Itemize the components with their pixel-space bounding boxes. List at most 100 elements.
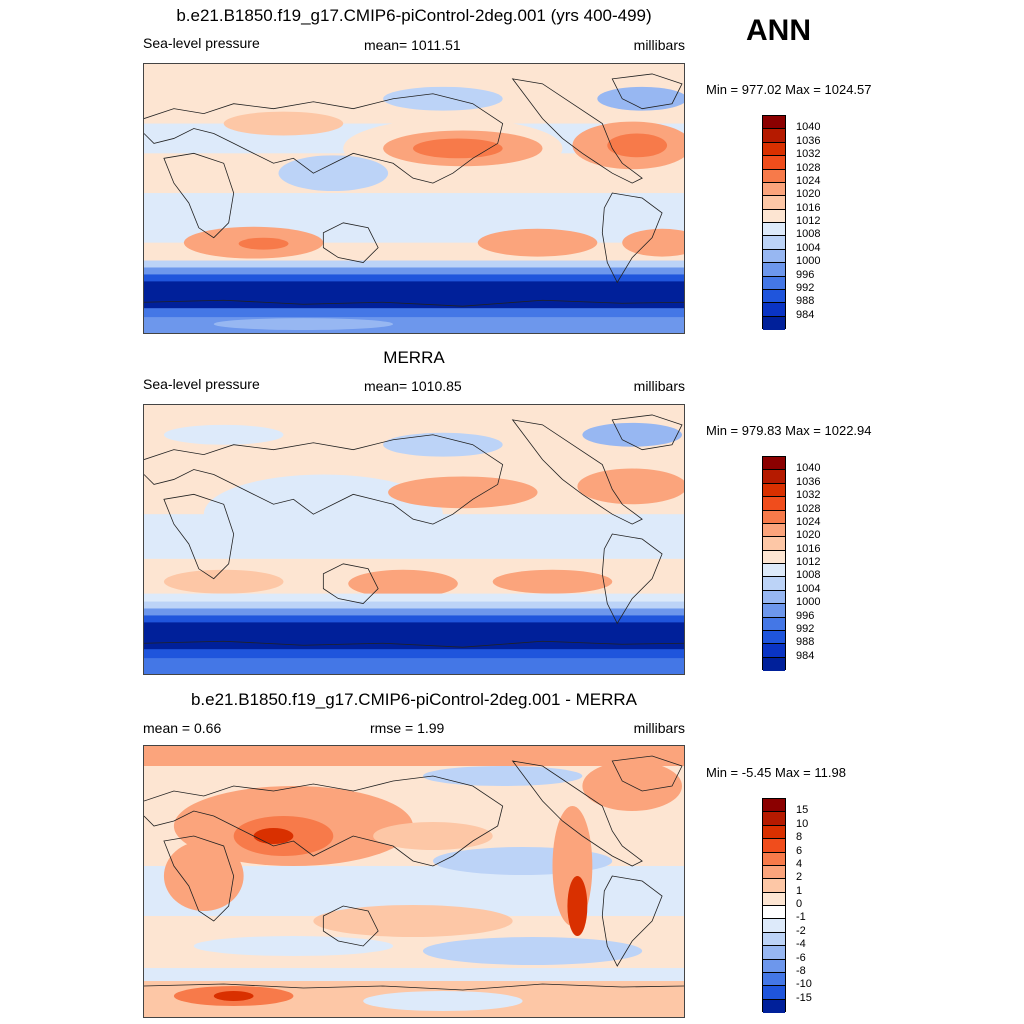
colorbar-tick-label: 992: [796, 622, 815, 635]
colorbar-tick-label: 2: [796, 871, 803, 884]
colorbar-tick-label: 988: [796, 636, 815, 649]
colorbar-tick-label: 984: [796, 649, 815, 662]
colorbar-tick-label: 1000: [796, 255, 821, 268]
panel-2-minmax: Min = 979.83 Max = 1022.94: [706, 423, 872, 438]
colorbar-tick-label: 1040: [796, 121, 821, 134]
panel-1-units-label: millibars: [633, 37, 685, 53]
colorbar-swatch: [763, 550, 785, 564]
colorbar-swatch: [763, 865, 785, 880]
panel-2-units-label: millibars: [633, 378, 685, 394]
colorbar-swatch: [763, 986, 785, 1000]
panel-1-map: [143, 63, 685, 334]
colorbar-tick-label: 0: [796, 898, 803, 910]
colorbar-swatch: [763, 169, 785, 183]
panel-3-colorbar: [762, 798, 786, 1013]
colorbar-tick-label: 1004: [796, 582, 821, 595]
colorbar-tick-label: 1008: [796, 569, 821, 582]
colorbar-tick-label: 1016: [796, 201, 821, 214]
colorbar-tick-label: 1020: [796, 188, 821, 201]
panel-1-contour-plot: [144, 64, 684, 333]
colorbar-tick-label: -1: [796, 911, 806, 924]
panel-2-variable-label: Sea-level pressure: [143, 376, 260, 392]
colorbar-tick-label: 988: [796, 295, 815, 308]
colorbar-tick-label: 1024: [796, 174, 821, 187]
colorbar-swatch: [763, 523, 785, 538]
colorbar-tick-label: 1028: [796, 502, 821, 515]
panel-3-units-label: millibars: [633, 720, 685, 736]
colorbar-swatch: [763, 316, 785, 330]
colorbar-tick-label: 1012: [796, 556, 821, 568]
colorbar-swatch: [763, 657, 785, 671]
colorbar-tick-label: 10: [796, 817, 809, 830]
colorbar-tick-label: 1040: [796, 462, 821, 475]
colorbar-swatch: [763, 972, 785, 987]
panel-2-map: [143, 404, 685, 675]
colorbar-swatch: [763, 537, 785, 551]
colorbar-tick-label: 1036: [796, 134, 821, 147]
panel-1-minmax: Min = 977.02 Max = 1024.57: [706, 82, 872, 97]
colorbar-tick-label: 1000: [796, 596, 821, 609]
colorbar-tick-label: 1012: [796, 215, 821, 227]
colorbar-tick-label: 984: [796, 308, 815, 321]
colorbar-swatch: [763, 276, 785, 290]
colorbar-swatch: [763, 892, 785, 906]
colorbar-swatch: [763, 999, 785, 1013]
colorbar-swatch: [763, 497, 785, 511]
colorbar-tick-label: -6: [796, 951, 806, 964]
colorbar-swatch: [763, 470, 785, 484]
panel-1-colorbar: [762, 115, 786, 330]
panel-1-title: b.e21.B1850.f19_g17.CMIP6-piControl-2deg…: [176, 6, 652, 25]
panel-2-title: MERRA: [383, 348, 445, 367]
colorbar-tick-label: -8: [796, 964, 806, 977]
colorbar-swatch: [763, 946, 785, 960]
colorbar-swatch: [763, 644, 785, 658]
colorbar-swatch: [763, 223, 785, 237]
colorbar-swatch: [763, 617, 785, 631]
colorbar-swatch: [763, 156, 785, 170]
panel-3-map: [143, 745, 685, 1018]
colorbar-swatch: [763, 852, 785, 866]
colorbar-swatch: [763, 959, 785, 973]
colorbar-swatch: [763, 182, 785, 197]
colorbar-tick-label: 1004: [796, 241, 821, 254]
colorbar-swatch: [763, 236, 785, 250]
colorbar-swatch: [763, 825, 785, 840]
colorbar-swatch: [763, 249, 785, 264]
colorbar-tick-label: -15: [796, 991, 812, 1004]
colorbar-tick-label: 1032: [796, 489, 821, 502]
colorbar-tick-label: -10: [796, 978, 812, 991]
panel-3-minmax: Min = -5.45 Max = 11.98: [706, 765, 846, 780]
colorbar-tick-label: 4: [796, 857, 803, 870]
colorbar-swatch: [763, 209, 785, 223]
panel-1-mean-label: mean= 1011.51: [364, 37, 461, 53]
colorbar-swatch: [763, 919, 785, 933]
colorbar-swatch: [763, 590, 785, 605]
panel-2-mean-label: mean= 1010.85: [364, 378, 462, 394]
colorbar-swatch: [763, 839, 785, 853]
colorbar-tick-label: -4: [796, 938, 806, 951]
colorbar-swatch: [763, 564, 785, 578]
panel-3-contour-plot: [144, 746, 684, 1017]
colorbar-tick-label: 996: [796, 609, 815, 622]
panel-2-contour-plot: [144, 405, 684, 674]
colorbar-tick-label: 1036: [796, 475, 821, 488]
colorbar-swatch: [763, 196, 785, 210]
panel-1-variable-label: Sea-level pressure: [143, 35, 260, 51]
colorbar-swatch: [763, 303, 785, 317]
colorbar-tick-label: 1008: [796, 228, 821, 241]
colorbar-swatch: [763, 116, 785, 130]
colorbar-swatch: [763, 932, 785, 947]
panel-3-rmse-label: rmse = 1.99: [370, 720, 445, 736]
colorbar-swatch: [763, 289, 785, 304]
colorbar-tick-label: 6: [796, 844, 803, 857]
colorbar-tick-label: 1024: [796, 515, 821, 528]
colorbar-swatch: [763, 263, 785, 277]
colorbar-swatch: [763, 142, 785, 157]
season-label: ANN: [746, 14, 811, 47]
colorbar-tick-label: 8: [796, 831, 803, 844]
panel-3-mean-label: mean = 0.66: [143, 720, 222, 736]
colorbar-swatch: [763, 483, 785, 498]
colorbar-tick-label: 1016: [796, 542, 821, 555]
colorbar-swatch: [763, 630, 785, 645]
colorbar-tick-label: 1020: [796, 529, 821, 542]
